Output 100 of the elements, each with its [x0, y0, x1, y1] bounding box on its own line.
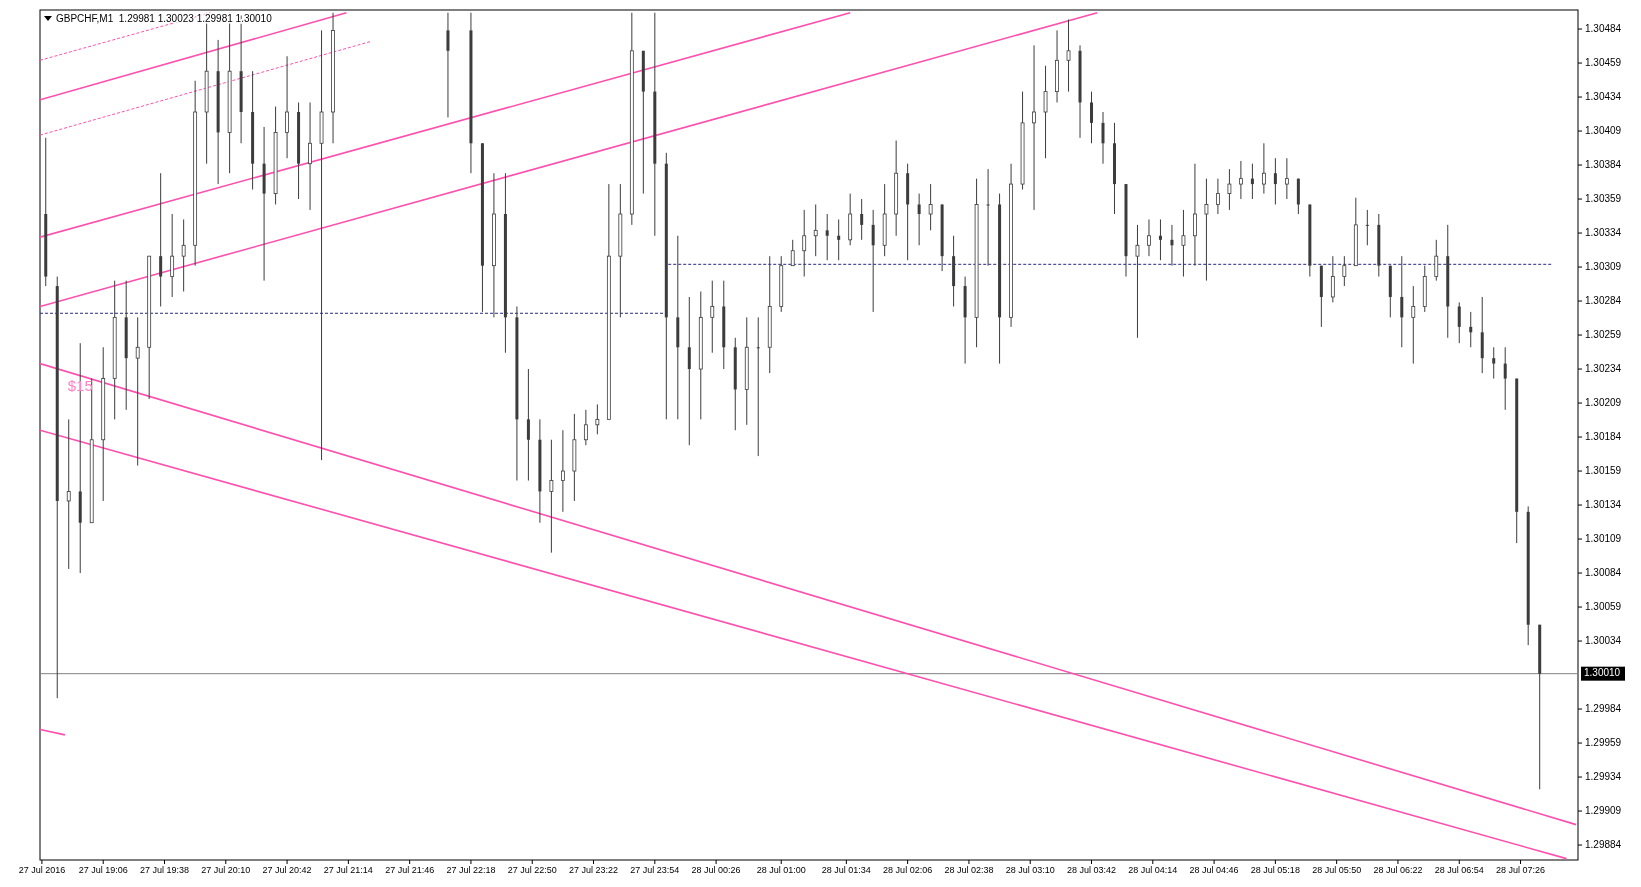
candlestick [687, 296, 691, 446]
x-tick-label: 28 Jul 04:14 [1128, 865, 1178, 875]
candlestick [1250, 163, 1254, 200]
candlestick [135, 316, 140, 467]
candlestick [860, 198, 864, 241]
candlestick [1469, 311, 1473, 348]
candlestick [1147, 218, 1151, 257]
x-tick-label: 28 Jul 01:34 [821, 865, 871, 875]
x-tick-label: 28 Jul 06:54 [1434, 865, 1484, 875]
candlestick [837, 218, 841, 261]
candlestick [790, 239, 795, 267]
x-tick-label: 27 Jul 23:54 [630, 865, 680, 875]
candlestick [1503, 346, 1507, 411]
x-tick-label: 27 Jul 22:18 [446, 865, 496, 875]
y-tick-label: 1.30384 [1585, 158, 1622, 170]
y-tick-label: 1.29959 [1585, 736, 1622, 748]
candlestick [1204, 178, 1209, 282]
y-tick-label: 1.30034 [1585, 634, 1622, 646]
candlestick [710, 280, 715, 354]
candlestick [986, 168, 990, 267]
candlestick [1090, 91, 1094, 144]
candlestick [1193, 163, 1197, 267]
candlestick [583, 409, 588, 446]
candlestick [181, 218, 186, 293]
candlestick [928, 183, 933, 231]
candlestick [1492, 346, 1496, 380]
candlestick [308, 101, 312, 211]
y-tick-label: 1.30409 [1585, 124, 1622, 136]
ref-line-label: 1.30010 [1584, 667, 1621, 679]
y-tick-label: 1.30334 [1585, 226, 1622, 238]
candlestick [1330, 255, 1335, 303]
y-tick-label: 1.30284 [1585, 294, 1622, 306]
x-tick-label: 28 Jul 07:26 [1496, 865, 1546, 875]
y-tick-label: 1.30234 [1585, 362, 1622, 374]
candlestick [595, 403, 600, 435]
candlestick [1066, 19, 1071, 93]
y-tick-label: 1.30359 [1585, 192, 1622, 204]
candlestick [1135, 224, 1140, 339]
y-tick-label: 1.30484 [1585, 22, 1622, 34]
y-tick-label: 1.29884 [1585, 838, 1622, 850]
candlestick [446, 12, 450, 118]
x-tick-label: 27 Jul 20:10 [201, 865, 251, 875]
x-tick-label: 27 Jul 21:14 [323, 865, 373, 875]
candlestick [756, 316, 760, 457]
y-tick-label: 1.30059 [1585, 600, 1622, 612]
candlestick [159, 172, 163, 307]
candlestick [871, 209, 875, 313]
candlestick [1043, 65, 1048, 159]
x-tick-label: 28 Jul 05:50 [1312, 865, 1362, 875]
candlestick [1261, 142, 1266, 195]
candlestick [917, 193, 921, 246]
y-tick-label: 1.29909 [1585, 804, 1622, 816]
candlestick [1101, 111, 1105, 165]
x-tick-label: 28 Jul 05:18 [1250, 865, 1300, 875]
candlestick [1400, 255, 1404, 348]
x-tick-label: 27 Jul 19:38 [139, 865, 190, 875]
x-tick-label: 27 Jul 21:46 [385, 865, 435, 875]
x-tick-label: 28 Jul 03:42 [1066, 865, 1117, 875]
candlestick [1457, 301, 1461, 344]
candlestick [1227, 168, 1232, 211]
candlestick [1411, 285, 1416, 365]
candlestick [825, 213, 829, 261]
candlestick [1342, 255, 1347, 287]
y-tick-label: 1.30459 [1585, 56, 1622, 68]
y-tick-label: 1.30134 [1585, 498, 1622, 510]
x-tick-label: 27 Jul 23:22 [569, 865, 619, 875]
candlestick [1434, 239, 1439, 282]
candlestick [813, 203, 818, 257]
y-tick-label: 1.30159 [1585, 464, 1622, 476]
candlestick [170, 213, 175, 298]
candlestick [66, 418, 71, 570]
candlestick [526, 368, 530, 482]
candlestick [1032, 44, 1036, 211]
candlestick [549, 439, 554, 554]
y-tick-label: 1.30209 [1585, 396, 1622, 408]
candlestick [560, 429, 565, 513]
x-tick-label: 27 Jul 2016 [18, 865, 66, 875]
candlestick [1158, 218, 1162, 261]
x-tick-label: 27 Jul 22:50 [507, 865, 557, 875]
candlestick [1216, 178, 1220, 215]
y-tick-label: 1.30184 [1585, 430, 1622, 442]
candlestick [1365, 209, 1369, 246]
y-tick-label: 1.30434 [1585, 90, 1622, 102]
y-tick-label: 1.30109 [1585, 532, 1622, 544]
x-tick-label: 28 Jul 00:26 [691, 865, 741, 875]
x-tick-label: 28 Jul 04:46 [1189, 865, 1239, 875]
candlestick [1181, 209, 1186, 278]
candlestick [1284, 157, 1289, 200]
y-tick-label: 1.30259 [1585, 328, 1622, 340]
y-tick-label: 1.29934 [1585, 770, 1622, 782]
y-tick-label: 1.29984 [1585, 702, 1622, 714]
x-tick-label: 27 Jul 20:42 [262, 865, 312, 875]
y-tick-label: 1.30084 [1585, 566, 1622, 578]
y-tick-label: 1.30309 [1585, 260, 1622, 272]
x-tick-label: 28 Jul 03:10 [1005, 865, 1055, 875]
x-tick-label: 28 Jul 02:06 [883, 865, 933, 875]
candlestick [319, 29, 324, 461]
candlestick [285, 55, 289, 159]
candlestick [1273, 157, 1277, 205]
candlestick [1170, 224, 1174, 267]
